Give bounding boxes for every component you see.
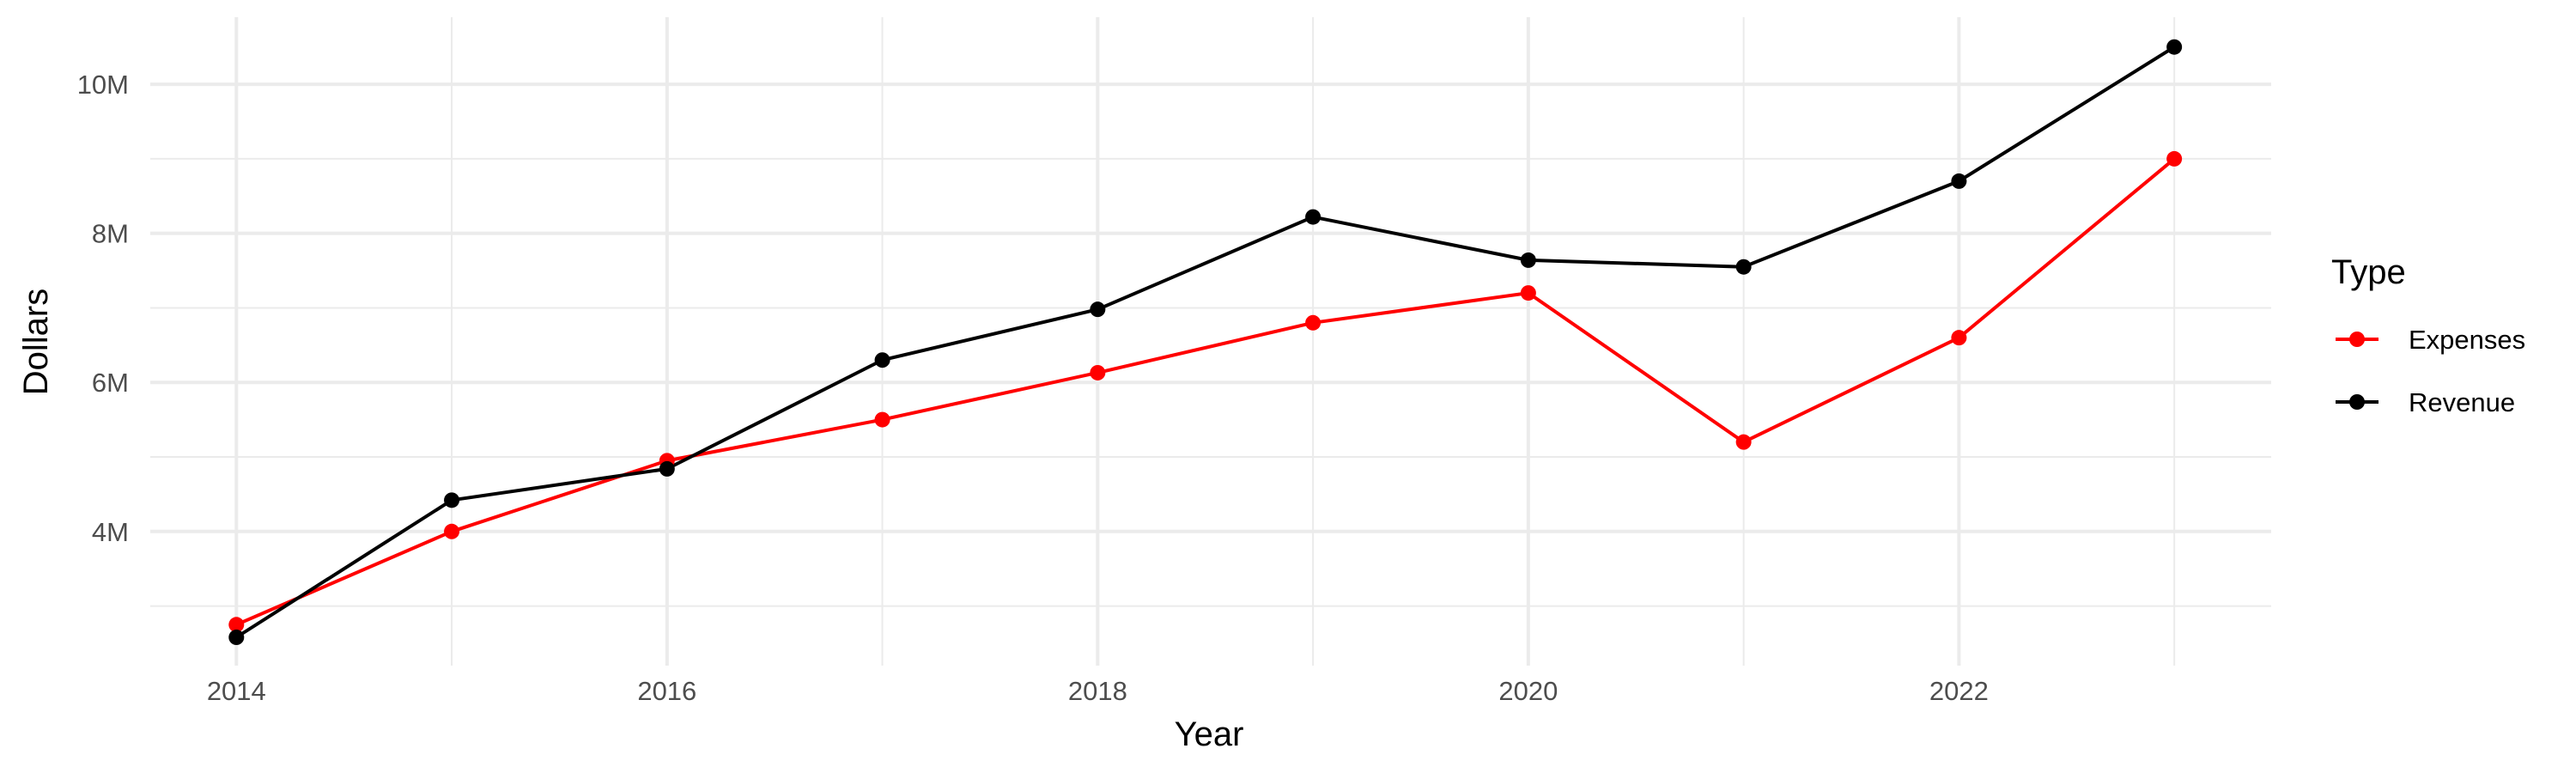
x-tick-label: 2022 — [1929, 676, 1989, 706]
legend-key-point — [2349, 394, 2365, 410]
x-tick-label: 2020 — [1498, 676, 1558, 706]
legend-label: Expenses — [2409, 325, 2525, 355]
y-axis-title: Dollars — [17, 289, 55, 395]
data-point-revenue — [659, 460, 675, 477]
y-tick-label: 8M — [92, 219, 129, 249]
data-point-expenses — [444, 523, 460, 539]
y-tick-label: 6M — [92, 368, 129, 398]
data-point-expenses — [1735, 434, 1752, 450]
legend: Type Expenses Revenue — [2331, 253, 2525, 417]
data-point-revenue — [1735, 259, 1752, 275]
series-line-revenue — [235, 46, 2176, 639]
x-tick-label: 2016 — [637, 676, 696, 706]
y-tick-label: 4M — [92, 517, 129, 547]
data-point-revenue — [1520, 252, 1536, 268]
data-point-revenue — [874, 352, 890, 368]
data-point-expenses — [1090, 364, 1106, 380]
data-point-expenses — [2166, 150, 2183, 167]
legend-entry-expenses: Expenses — [2336, 325, 2525, 355]
data-point-expenses — [1305, 314, 1321, 331]
legend-label: Revenue — [2409, 387, 2515, 417]
legend-key-point — [2349, 332, 2365, 347]
data-point-revenue — [228, 630, 245, 646]
data-point-revenue — [444, 492, 460, 508]
data-point-expenses — [1951, 330, 1967, 346]
data-point-revenue — [1305, 209, 1321, 225]
legend-title: Type — [2331, 253, 2406, 291]
x-tick-label: 2018 — [1068, 676, 1127, 706]
legend-entries: Expenses Revenue — [2336, 325, 2525, 417]
series-lines — [235, 46, 2176, 639]
x-axis-title: Year — [1175, 715, 1244, 753]
x-tick-label: 2014 — [207, 676, 266, 706]
data-point-expenses — [1520, 285, 1536, 301]
data-point-revenue — [1951, 173, 1967, 189]
data-point-revenue — [2166, 39, 2183, 55]
y-tick-label: 10M — [77, 70, 129, 100]
series-line-expenses — [235, 157, 2176, 627]
data-points — [228, 39, 2183, 646]
axes: 2014 2016 2018 2020 2022 4M 6M 8M 10M — [77, 70, 1989, 706]
data-point-expenses — [228, 617, 245, 633]
legend-entry-revenue: Revenue — [2336, 387, 2515, 417]
data-point-expenses — [874, 411, 890, 428]
data-point-revenue — [1090, 301, 1106, 318]
